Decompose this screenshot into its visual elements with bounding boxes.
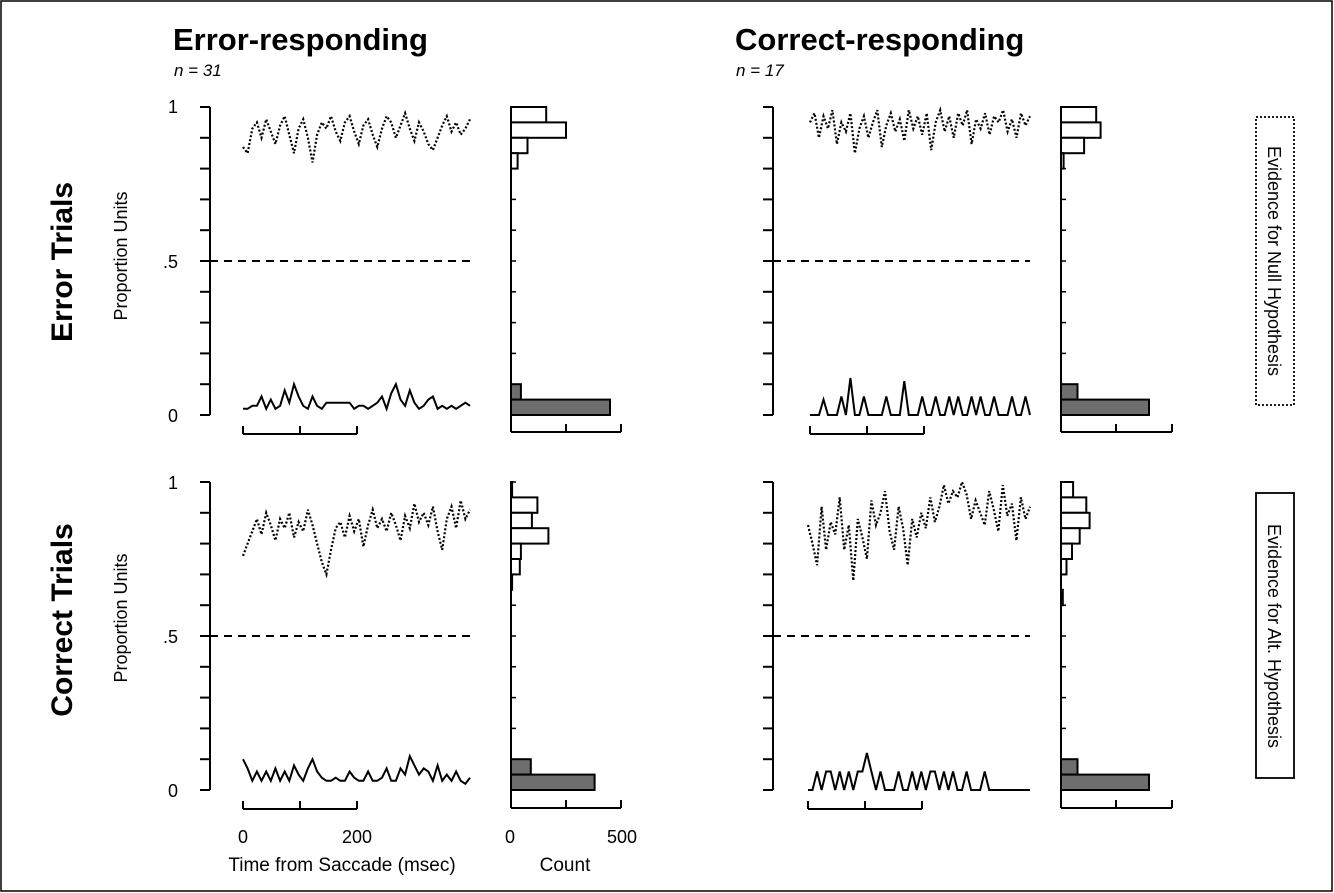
panel-2-hist-bar-null	[1060, 136, 1086, 155]
legend-label-alt: Evidence for Alt. Hypothesis	[1264, 524, 1284, 748]
count-tick-label-0: 0	[505, 827, 515, 847]
y-axis-label-row-1: Proportion Units	[111, 191, 131, 320]
panel-2-hist-bar-null	[1060, 152, 1065, 170]
panel-3	[200, 481, 622, 810]
column-title-correct-responding: Correct-responding	[735, 22, 1024, 57]
panels	[200, 106, 1173, 810]
panel-1-hist-bar-alt	[510, 398, 611, 417]
y-tick-label-row-1-0: 0	[168, 406, 178, 426]
panel-4-hist-bar-null	[1060, 496, 1088, 514]
x-axis-label: Time from Saccade (msec)	[228, 855, 455, 876]
panel-4-hist-bar-null	[1060, 558, 1068, 576]
panel-4-hist-bar-null	[1060, 588, 1064, 607]
y-axis-label-row-2: Proportion Units	[111, 553, 131, 682]
panel-3-hist-bar-alt	[510, 773, 596, 791]
x-tick-label-0: 0	[238, 827, 248, 847]
panel-2-null-trace	[809, 106, 1031, 154]
y-tick-label-row-2-1: 1	[168, 473, 178, 493]
column-n-correct-responding: n = 17	[736, 61, 784, 80]
panel-1-hist-bar-null	[510, 152, 519, 170]
row-title-error-trials: Error Trials	[46, 182, 79, 342]
panel-1-null-trace	[242, 109, 471, 163]
legend-box-null	[1255, 116, 1295, 406]
panel-4-hist-bar-alt	[1060, 773, 1150, 791]
panel-4-hist-bar-null	[1060, 542, 1073, 560]
panel-2-alt-trace	[810, 377, 1031, 416]
panel-2-hist-bar-alt	[1060, 383, 1079, 401]
panel-4-alt-trace	[808, 752, 1030, 791]
y-tick-label-row-1-half: .5	[163, 252, 178, 272]
panel-4-hist-bar-alt	[1060, 758, 1079, 776]
y-tick-label-row-2-half: .5	[163, 627, 178, 647]
panel-1-alt-trace	[243, 380, 471, 412]
column-title-error-responding: Error-responding	[173, 22, 428, 57]
count-axis-label: Count	[540, 855, 591, 876]
y-tick-label-row-1-1: 1	[168, 97, 178, 117]
panel-3-hist-bar-null	[510, 558, 521, 576]
y-tick-label-row-2-0: 0	[168, 781, 178, 801]
panel-4-hist-bar-null	[1060, 511, 1091, 530]
panel-3-hist-bar-null	[510, 573, 514, 591]
panel-4	[763, 478, 1173, 810]
panel-3-hist-bar-alt	[510, 758, 532, 776]
panel-2-hist-bar-null	[1060, 121, 1102, 139]
panel-3-hist-bar-null	[510, 527, 550, 545]
panel-3-hist-bar-null	[510, 481, 514, 499]
panel-3-hist-bar-null	[510, 511, 533, 530]
panel-2	[763, 106, 1173, 435]
panel-2-hist-bar-null	[1060, 106, 1098, 124]
x-tick-label-200: 200	[342, 827, 372, 847]
panel-3-hist-bar-null	[510, 496, 539, 514]
legend-box-alt	[1255, 492, 1295, 779]
panel-3-null-trace	[241, 500, 471, 579]
count-tick-label-500: 500	[607, 827, 637, 847]
panel-4-hist-bar-null	[1060, 527, 1081, 545]
column-n-error-responding: n = 31	[174, 61, 222, 80]
panel-1-hist-bar-null	[510, 136, 529, 155]
panel-1-hist-bar-alt	[510, 383, 522, 401]
panel-3-hist-bar-null	[510, 542, 522, 560]
row-title-correct-trials: Correct Trials	[46, 523, 79, 716]
legend-label-null: Evidence for Null Hypothesis	[1264, 146, 1284, 376]
panel-1-hist-bar-null	[510, 106, 548, 124]
panel-4-hist-bar-null	[1060, 481, 1075, 499]
panel-4-null-trace	[806, 478, 1032, 581]
panel-1-hist-bar-null	[510, 121, 567, 139]
panel-3-alt-trace	[242, 753, 471, 786]
panel-1	[200, 106, 622, 435]
panel-2-hist-bar-alt	[1060, 398, 1150, 417]
